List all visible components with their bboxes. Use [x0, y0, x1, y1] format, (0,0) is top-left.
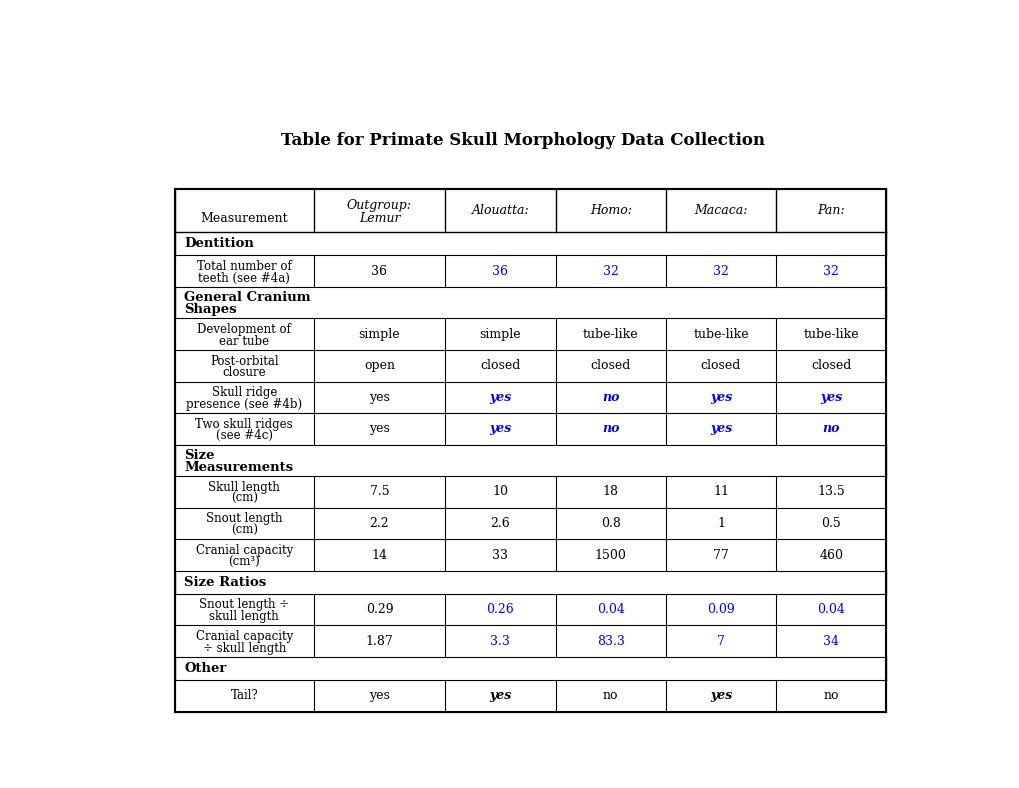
Text: Other: Other — [184, 662, 226, 675]
Text: yes: yes — [369, 422, 389, 436]
Text: yes: yes — [709, 391, 732, 403]
Text: yes: yes — [489, 422, 512, 436]
Text: 1500: 1500 — [594, 548, 626, 562]
Text: no: no — [602, 690, 618, 702]
Text: Tail?: Tail? — [230, 690, 258, 702]
Text: 0.04: 0.04 — [596, 603, 624, 616]
Text: Outgroup:: Outgroup: — [346, 199, 412, 212]
Text: no: no — [822, 690, 839, 702]
Text: 32: 32 — [712, 265, 729, 277]
Text: Size: Size — [184, 449, 215, 463]
Text: Shapes: Shapes — [184, 303, 236, 316]
Text: Lemur: Lemur — [359, 212, 399, 225]
Text: 10: 10 — [492, 485, 507, 499]
Text: Measurement: Measurement — [201, 212, 287, 225]
Text: 1: 1 — [716, 517, 725, 530]
Text: 32: 32 — [602, 265, 619, 277]
Text: General Cranium: General Cranium — [184, 292, 311, 304]
Text: yes: yes — [489, 690, 512, 702]
Text: 11: 11 — [712, 485, 729, 499]
Text: 0.8: 0.8 — [600, 517, 620, 530]
Text: closed: closed — [700, 359, 741, 372]
Text: open: open — [364, 359, 394, 372]
Text: closed: closed — [590, 359, 631, 372]
Text: 0.29: 0.29 — [365, 603, 393, 616]
Text: Homo:: Homo: — [589, 204, 631, 217]
Text: closure: closure — [222, 366, 266, 379]
Text: teeth (see #4a): teeth (see #4a) — [198, 272, 290, 284]
Text: Snout length ÷: Snout length ÷ — [199, 598, 289, 611]
Text: yes: yes — [709, 422, 732, 436]
Text: 36: 36 — [492, 265, 507, 277]
Text: Total number of: Total number of — [197, 260, 291, 273]
Text: 0.5: 0.5 — [820, 517, 841, 530]
Text: Cranial capacity: Cranial capacity — [196, 544, 292, 557]
Text: no: no — [821, 422, 840, 436]
Text: 460: 460 — [818, 548, 843, 562]
Text: 18: 18 — [602, 485, 619, 499]
Text: Dentition: Dentition — [184, 237, 254, 251]
Text: 14: 14 — [371, 548, 387, 562]
Text: Cranial capacity: Cranial capacity — [196, 630, 292, 643]
Text: 13.5: 13.5 — [816, 485, 845, 499]
Text: (cm): (cm) — [230, 524, 258, 537]
Text: Two skull ridges: Two skull ridges — [196, 418, 292, 431]
Text: 2.2: 2.2 — [369, 517, 389, 530]
Text: no: no — [601, 391, 619, 403]
Text: tube-like: tube-like — [693, 328, 748, 340]
Text: 83.3: 83.3 — [596, 635, 624, 648]
Text: ear tube: ear tube — [219, 335, 269, 348]
Text: Measurements: Measurements — [184, 461, 293, 474]
Text: Macaca:: Macaca: — [694, 204, 747, 217]
Text: 33: 33 — [492, 548, 507, 562]
Text: ÷ skull length: ÷ skull length — [203, 641, 285, 655]
Text: (see #4c): (see #4c) — [216, 429, 272, 442]
Text: 7: 7 — [716, 635, 725, 648]
Text: skull length: skull length — [209, 610, 279, 623]
Text: simple: simple — [479, 328, 521, 340]
Text: 3.3: 3.3 — [490, 635, 510, 648]
Text: yes: yes — [369, 690, 389, 702]
Text: tube-like: tube-like — [582, 328, 638, 340]
Text: Size Ratios: Size Ratios — [184, 576, 266, 589]
Text: closed: closed — [480, 359, 520, 372]
Text: Post-orbital: Post-orbital — [210, 355, 278, 367]
Text: yes: yes — [709, 690, 732, 702]
Text: 0.04: 0.04 — [816, 603, 845, 616]
Text: yes: yes — [369, 391, 389, 403]
Text: yes: yes — [489, 391, 512, 403]
Text: yes: yes — [819, 391, 842, 403]
Text: tube-like: tube-like — [803, 328, 858, 340]
Text: 77: 77 — [712, 548, 729, 562]
Text: 0.26: 0.26 — [486, 603, 514, 616]
Text: 0.09: 0.09 — [706, 603, 734, 616]
Text: (cm³): (cm³) — [228, 556, 260, 568]
Text: presence (see #4b): presence (see #4b) — [186, 398, 302, 411]
Text: Development of: Development of — [197, 323, 291, 336]
Text: Skull length: Skull length — [208, 481, 280, 494]
Text: Snout length: Snout length — [206, 512, 282, 526]
Text: 1.87: 1.87 — [365, 635, 393, 648]
Text: 34: 34 — [822, 635, 839, 648]
Text: 32: 32 — [822, 265, 839, 277]
Text: (cm): (cm) — [230, 492, 258, 505]
Text: closed: closed — [810, 359, 851, 372]
Text: 36: 36 — [371, 265, 387, 277]
Text: simple: simple — [359, 328, 399, 340]
Text: no: no — [601, 422, 619, 436]
Text: Alouatta:: Alouatta: — [471, 204, 529, 217]
Text: 2.6: 2.6 — [490, 517, 510, 530]
Text: Skull ridge: Skull ridge — [211, 386, 277, 399]
Text: Pan:: Pan: — [816, 204, 844, 217]
Text: Table for Primate Skull Morphology Data Collection: Table for Primate Skull Morphology Data … — [280, 132, 764, 149]
Text: 7.5: 7.5 — [369, 485, 389, 499]
